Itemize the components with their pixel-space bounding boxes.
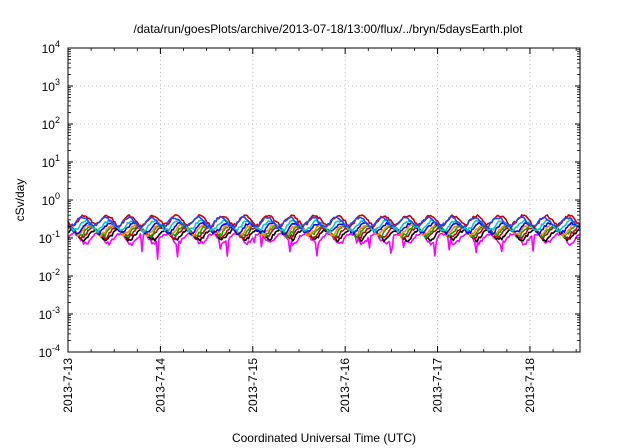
y-tick-label: 100 — [42, 191, 60, 208]
y-tick-base: 10 — [42, 118, 56, 132]
y-tick-label: 10-2 — [39, 267, 60, 284]
series-line — [67, 228, 581, 243]
x-axis-label: Coordinated Universal Time (UTC) — [232, 431, 416, 445]
series-layer — [67, 214, 581, 261]
y-tick-label: 101 — [42, 153, 60, 170]
y-tick-exponent: -2 — [52, 267, 60, 277]
x-tick-label: 2013-7-13 — [61, 358, 75, 413]
y-tick-label: 10-3 — [39, 305, 60, 322]
chart-title: /data/run/goesPlots/archive/2013-07-18/1… — [134, 22, 524, 36]
y-tick-exponent: -4 — [52, 343, 60, 353]
y-tick-base: 10 — [42, 42, 56, 56]
y-tick-base: 10 — [42, 80, 56, 94]
series-line — [67, 232, 581, 261]
y-tick-label: 102 — [42, 115, 60, 132]
y-tick-exponent: 3 — [55, 77, 60, 87]
y-tick-exponent: 2 — [55, 115, 60, 125]
x-tick-label: 2013-7-14 — [153, 358, 167, 413]
x-tick-label: 2013-7-18 — [523, 358, 537, 413]
y-tick-base: 10 — [42, 194, 56, 208]
y-tick-exponent: 1 — [55, 153, 60, 163]
y-tick-base: 10 — [42, 156, 56, 170]
grid — [68, 48, 580, 352]
y-tick-exponent: -3 — [52, 305, 60, 315]
y-tick-base: 10 — [39, 232, 53, 246]
x-tick-label: 2013-7-15 — [246, 358, 260, 413]
y-tick-exponent: 0 — [55, 191, 60, 201]
y-tick-exponent: 4 — [55, 39, 60, 49]
y-tick-base: 10 — [39, 270, 53, 284]
x-tick-label: 2013-7-16 — [338, 358, 352, 413]
ticks — [67, 47, 580, 353]
y-axis-label: cSv/day — [13, 179, 27, 222]
y-tick-exponent: -1 — [52, 229, 60, 239]
y-tick-label: 10-4 — [39, 343, 60, 360]
y-tick-base: 10 — [39, 308, 53, 322]
x-tick-label: 2013-7-17 — [431, 358, 445, 413]
y-tick-label: 10-1 — [39, 229, 60, 246]
y-tick-label: 103 — [42, 77, 60, 94]
series-line — [67, 215, 581, 230]
y-tick-label: 104 — [42, 39, 60, 56]
y-tick-base: 10 — [39, 346, 53, 360]
x-tick-labels: 2013-7-13 2013-7-14 2013-7-15 2013-7-16 2013… — [61, 358, 537, 413]
